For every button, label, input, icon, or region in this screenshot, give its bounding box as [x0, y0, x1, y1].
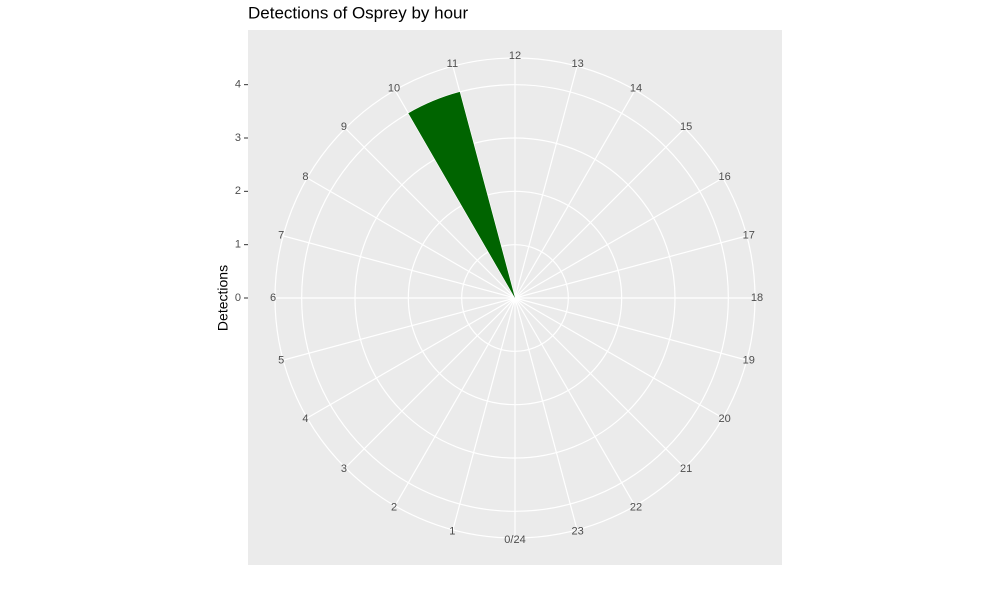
- y-tick-label: 1: [235, 239, 241, 251]
- x-tick-label: 2: [391, 501, 397, 513]
- y-tick-label: 0: [235, 292, 241, 304]
- y-tick-label: 4: [235, 79, 241, 91]
- x-tick-label: 17: [743, 229, 755, 241]
- x-tick-label: 16: [718, 171, 730, 183]
- grid-spoke: [514, 297, 747, 361]
- x-tick-label: 19: [743, 355, 755, 367]
- y-tick-label: 3: [235, 132, 241, 144]
- chart-title: Detections of Osprey by hour: [248, 3, 469, 22]
- x-tick-label: 3: [341, 463, 347, 475]
- grid-spoke: [514, 297, 578, 530]
- x-tick-label: 0/24: [504, 534, 525, 546]
- grid-spoke: [514, 66, 578, 299]
- x-tick-label: 15: [680, 121, 692, 133]
- x-tick-label: 22: [630, 501, 642, 513]
- y-axis-title: Detections: [215, 265, 231, 331]
- x-tick-label: 13: [572, 58, 584, 70]
- grid-spoke: [344, 127, 516, 299]
- x-tick-label: 9: [341, 121, 347, 133]
- x-tick-label: 11: [447, 58, 458, 70]
- grid-spoke: [452, 297, 516, 530]
- marks: [408, 91, 515, 298]
- grid-spoke: [306, 177, 516, 299]
- x-tick-label: 10: [388, 82, 400, 94]
- x-tick-label: 4: [302, 413, 308, 425]
- y-tick-label: 2: [235, 185, 241, 197]
- grid-spoke: [514, 297, 686, 469]
- grid-spoke: [514, 89, 636, 299]
- x-tick-label: 21: [680, 463, 692, 475]
- labels: 012340/241234567891011121314151617181920…: [235, 50, 763, 546]
- x-tick-label: 14: [630, 82, 642, 94]
- x-tick-label: 20: [718, 413, 730, 425]
- grid-spoke: [514, 297, 724, 419]
- x-tick-label: 1: [449, 526, 455, 538]
- x-tick-label: 5: [278, 355, 284, 367]
- x-tick-label: 23: [572, 526, 584, 538]
- grid-spoke: [283, 297, 516, 361]
- bar: [408, 91, 515, 298]
- grid-spoke: [514, 297, 636, 507]
- grid-spoke: [344, 297, 516, 469]
- grid-spoke: [514, 235, 747, 299]
- grid-spoke: [514, 177, 724, 299]
- grid-spoke: [394, 297, 516, 507]
- grid-spoke: [514, 127, 686, 299]
- x-tick-label: 6: [270, 292, 276, 304]
- grid: [274, 57, 756, 539]
- x-tick-label: 12: [509, 50, 521, 62]
- x-tick-label: 7: [278, 229, 284, 241]
- grid-spoke: [283, 235, 516, 299]
- grid-spoke: [306, 297, 516, 419]
- x-tick-label: 8: [302, 171, 308, 183]
- x-tick-label: 18: [751, 292, 763, 304]
